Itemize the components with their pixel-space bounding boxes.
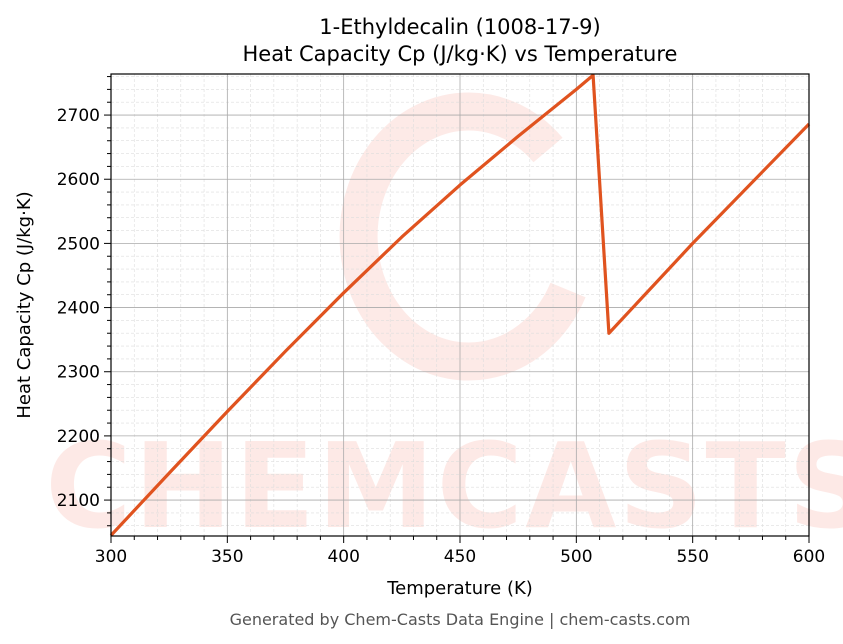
ticks: 300 350 400 450 500 550 600 2100 2200 2300 2400 250… <box>57 76 825 567</box>
y-tick-label: 2500 <box>57 234 100 254</box>
x-tick-label: 300 <box>95 547 127 567</box>
chart-subtitle: Heat Capacity Cp (J/kg·K) vs Temperature <box>243 42 678 66</box>
y-tick-label: 2600 <box>57 170 100 190</box>
y-tick-label: 2400 <box>57 299 100 319</box>
cp-series-line <box>109 73 811 537</box>
series <box>109 73 811 537</box>
grid <box>110 74 810 536</box>
watermark: CHEMCASTS <box>45 92 843 555</box>
chart-title: 1-Ethyldecalin (1008-17-9) <box>319 15 600 39</box>
y-tick-label: 2200 <box>57 427 100 447</box>
x-tick-label: 500 <box>560 547 592 567</box>
x-tick-label: 550 <box>676 547 708 567</box>
y-tick-label: 2100 <box>57 491 100 511</box>
y-axis-label: Heat Capacity Cp (J/kg·K) <box>14 191 35 418</box>
x-tick-label: 450 <box>444 547 476 567</box>
y-tick-label: 2300 <box>57 363 100 383</box>
x-axis-label: Temperature (K) <box>386 578 533 599</box>
footer-credit: Generated by Chem-Casts Data Engine | ch… <box>230 610 691 629</box>
x-tick-label: 600 <box>793 547 825 567</box>
x-tick-label: 350 <box>211 547 243 567</box>
x-tick-label: 400 <box>327 547 359 567</box>
watermark-text: CHEMCASTS <box>45 417 843 555</box>
y-tick-label: 2700 <box>57 106 100 126</box>
watermark-logo-arc <box>339 92 586 381</box>
